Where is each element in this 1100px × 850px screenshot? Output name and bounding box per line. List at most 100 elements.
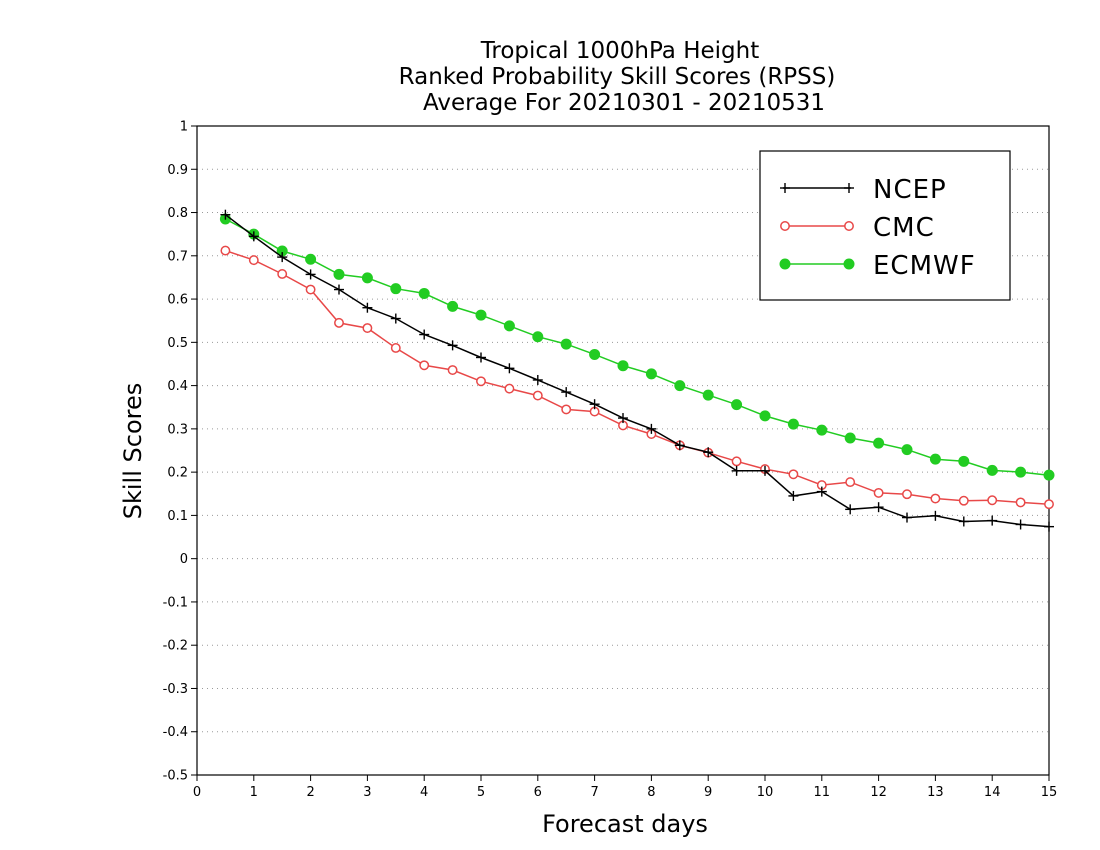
data-point-ecmwf (702, 389, 714, 401)
x-tick-label: 14 (984, 785, 1001, 800)
legend-marker-ncep (844, 183, 854, 193)
data-point-ecmwf (731, 399, 743, 411)
x-tick-label: 1 (250, 785, 258, 800)
data-point-ecmwf (503, 320, 515, 332)
data-point-cmc (1015, 497, 1026, 508)
data-point-cmc (334, 317, 344, 328)
legend-marker-ecmwf (843, 258, 855, 270)
y-tick-label: 0.1 (167, 509, 188, 524)
data-point-cmc (476, 376, 486, 387)
legend-label-cmc: CMC (873, 213, 935, 243)
data-point-ncep (845, 504, 856, 515)
x-tick-label: 7 (590, 785, 598, 800)
data-point-ecmwf (532, 331, 544, 343)
data-point-ecmwf (929, 453, 941, 465)
data-point-ecmwf (560, 338, 572, 350)
data-point-ecmwf (958, 455, 970, 467)
x-tick-label: 8 (647, 785, 655, 800)
data-point-cmc (248, 255, 259, 266)
axes: -0.5 -0.4 -0.3 -0.2 -0.1 0 0.1 0.2 0.3 0.4 0.5 0.6 0… (163, 120, 1058, 801)
y-tick-label: 0.3 (167, 422, 188, 437)
data-point-cmc (845, 477, 856, 488)
data-point-ncep (873, 502, 884, 513)
title-line-1: Tropical 1000hPa Height (480, 38, 760, 64)
data-point-ecmwf (333, 268, 345, 280)
data-point-ncep (532, 374, 543, 385)
data-point-ncep (930, 510, 941, 521)
data-point-ncep (476, 352, 486, 363)
legend-label-ncep: NCEP (873, 175, 947, 205)
y-tick-label: -0.4 (163, 725, 188, 740)
y-tick-label: 0.5 (167, 336, 188, 351)
data-point-ncep (248, 231, 259, 242)
data-point-ncep (305, 269, 316, 280)
y-tick-label: 0.2 (167, 466, 188, 481)
data-point-ecmwf (418, 287, 430, 299)
data-point-ncep (277, 252, 288, 263)
legend-item-cmc: CMC (780, 213, 935, 243)
x-tick-label: 2 (306, 785, 314, 800)
data-point-ecmwf (447, 300, 459, 312)
chart-title: Tropical 1000hPa Height Ranked Probabili… (399, 38, 836, 116)
data-point-ncep (390, 313, 401, 324)
data-point-ncep (220, 209, 231, 220)
data-point-cmc (1044, 499, 1054, 510)
data-point-ncep (419, 329, 430, 340)
data-point-ncep (589, 399, 600, 410)
data-point-ncep (703, 447, 714, 458)
legend-marker-cmc (780, 221, 790, 231)
x-tick-label: 0 (193, 785, 201, 800)
data-point-ncep (816, 486, 827, 497)
data-point-ncep (902, 512, 912, 523)
y-tick-label: 0 (180, 552, 188, 567)
y-tick-label: -0.5 (163, 769, 188, 784)
y-tick-label: 1 (180, 120, 188, 135)
data-point-cmc (987, 495, 998, 506)
y-tick-label: 0.8 (167, 206, 188, 221)
data-series (219, 209, 1055, 532)
data-point-ncep (447, 340, 458, 351)
data-point-ecmwf (816, 424, 828, 436)
data-point-ncep (646, 423, 657, 434)
series-ecmwf (219, 213, 1055, 481)
data-point-cmc (220, 245, 231, 256)
data-point-cmc (504, 383, 515, 394)
y-tick-label: -0.1 (163, 595, 188, 610)
data-point-cmc (561, 404, 572, 415)
y-tick-label: -0.3 (163, 682, 188, 697)
legend-marker-ecmwf (779, 258, 791, 270)
data-point-ncep (674, 440, 685, 451)
data-point-cmc (902, 489, 912, 500)
data-point-ecmwf (986, 464, 998, 476)
data-point-cmc (731, 456, 742, 467)
y-axis-label: Skill Scores (119, 383, 147, 520)
data-point-ecmwf (759, 410, 771, 422)
data-point-ecmwf (674, 380, 686, 392)
data-point-cmc (447, 365, 458, 375)
data-point-ncep (334, 284, 344, 295)
data-point-ncep (362, 302, 373, 313)
legend-item-ecmwf: ECMWF (779, 251, 976, 281)
data-point-cmc (390, 343, 401, 353)
title-line-2: Ranked Probability Skill Scores (RPSS) (399, 64, 836, 90)
data-point-cmc (277, 269, 288, 279)
y-tick-label: 0.6 (167, 293, 188, 308)
data-point-cmc (788, 469, 799, 480)
data-point-cmc (930, 493, 941, 504)
data-point-cmc (305, 284, 316, 295)
data-point-ncep (1044, 521, 1054, 532)
data-point-ecmwf (787, 418, 799, 430)
legend-label-ecmwf: ECMWF (873, 251, 976, 281)
data-point-ecmwf (617, 360, 629, 372)
legend-marker-ncep (780, 183, 790, 193)
series-ncep (220, 209, 1054, 532)
data-point-ncep (760, 465, 770, 476)
data-point-ecmwf (589, 348, 601, 360)
data-point-cmc (532, 390, 543, 401)
data-point-ncep (1015, 519, 1026, 530)
title-line-3: Average For 20210301 - 20210531 (423, 90, 825, 116)
data-point-ncep (987, 515, 998, 526)
data-point-ecmwf (873, 437, 885, 449)
data-point-ecmwf (390, 283, 402, 295)
